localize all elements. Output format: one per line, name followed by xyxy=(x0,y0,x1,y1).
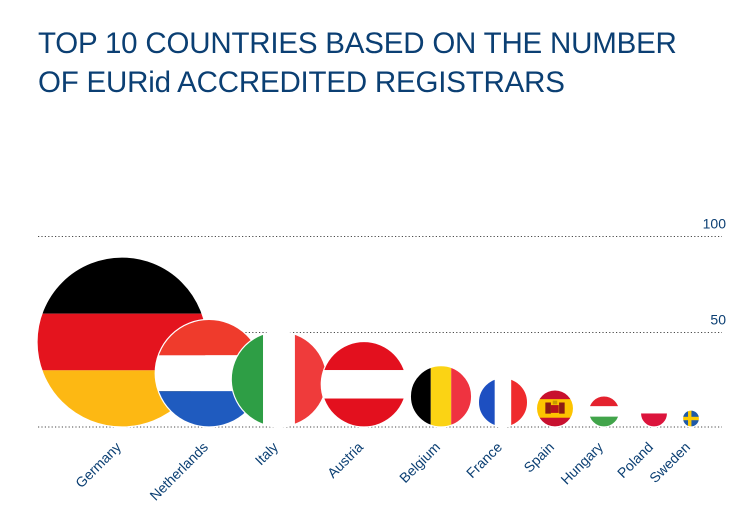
bubbles xyxy=(36,256,701,428)
bubble-outline-poland xyxy=(639,399,669,428)
category-label-hungary: Hungary xyxy=(557,439,606,488)
category-label-sweden: Sweden xyxy=(646,439,693,486)
category-label-germany: Germany xyxy=(72,439,124,491)
bubble-outline-spain xyxy=(535,389,575,428)
category-label-italy: Italy xyxy=(252,439,281,468)
chart-title: TOP 10 COUNTRIES BASED ON THE NUMBER OF … xyxy=(38,24,728,102)
bubble-france xyxy=(478,377,528,427)
bubble-outline-france xyxy=(477,377,529,428)
category-label-france: France xyxy=(463,439,505,481)
bubble-spain xyxy=(536,389,574,427)
category-label-netherlands: Netherlands xyxy=(146,439,211,504)
bubble-outline-hungary xyxy=(587,395,621,428)
bubble-outline-belgium xyxy=(409,365,473,428)
category-labels: Germany Netherlands Italy Austria Belgium Fra… xyxy=(72,439,693,504)
bubble-outline-austria xyxy=(320,340,408,428)
bubble-outline-sweden xyxy=(681,409,701,428)
gridlines: 100 50 xyxy=(38,216,726,428)
bubble-poland xyxy=(640,399,668,427)
bubble-hungary xyxy=(588,395,620,427)
bubble-austria xyxy=(321,341,407,427)
bubble-sweden xyxy=(682,410,700,427)
category-label-spain: Spain xyxy=(520,439,557,476)
bubble-belgium xyxy=(410,365,472,427)
y-tick-label-50: 50 xyxy=(710,312,726,328)
category-label-austria: Austria xyxy=(324,439,366,481)
category-label-belgium: Belgium xyxy=(396,439,443,486)
chart-title-line-1: TOP 10 COUNTRIES BASED ON THE NUMBER xyxy=(38,27,677,60)
y-tick-label-100: 100 xyxy=(703,216,727,232)
chart-title-line-2: OF EURid ACCREDITED REGISTRARS xyxy=(38,66,565,99)
